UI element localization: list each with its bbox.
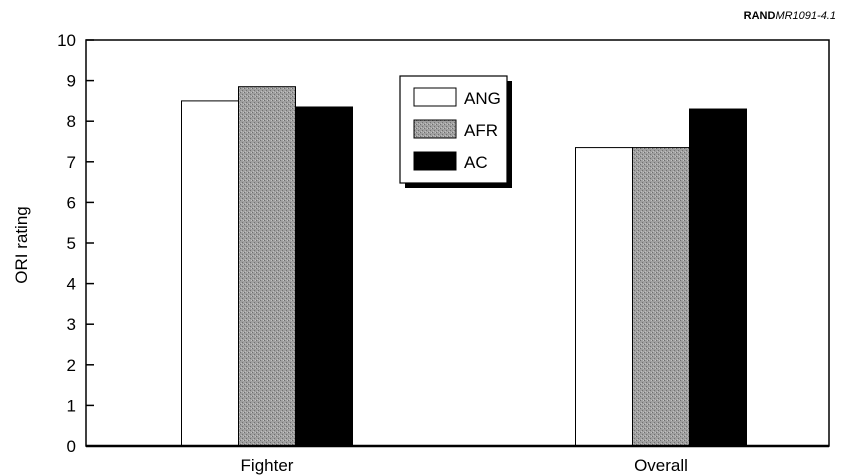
x-category-label: Fighter: [241, 456, 294, 475]
legend-label-ang: ANG: [464, 89, 501, 108]
bar-ang-fighter: [181, 100, 239, 447]
source-org: RAND: [744, 10, 776, 22]
x-category-label: Overall: [634, 456, 688, 475]
legend-swatch-ang: [413, 87, 457, 107]
y-axis-label: ORI rating: [12, 206, 31, 283]
legend-swatch-afr: [413, 119, 457, 139]
y-axis: 0 1 2 3 4 5 6 7 8 9 10: [57, 31, 94, 456]
legend: ANG AFR AC: [399, 75, 512, 188]
y-tick-label: 9: [67, 72, 76, 91]
y-tick-label: 2: [67, 356, 76, 375]
legend-label-ac: AC: [464, 153, 488, 172]
bar-ac-fighter: [295, 106, 353, 447]
x-axis: Fighter Overall: [241, 456, 688, 475]
y-tick-label: 4: [67, 275, 76, 294]
bar-afr-fighter: [238, 86, 296, 447]
source-code: MR1091-4.1: [775, 10, 836, 22]
y-tick-label: 8: [67, 112, 76, 131]
y-tick-label: 3: [67, 315, 76, 334]
y-tick-label: 10: [57, 31, 76, 50]
legend-label-afr: AFR: [464, 121, 498, 140]
y-tick-label: 0: [67, 437, 76, 456]
y-tick-label: 7: [67, 153, 76, 172]
y-tick-label: 1: [67, 396, 76, 415]
bar-afr-overall: [632, 147, 690, 447]
y-tick-label: 6: [67, 193, 76, 212]
bar-ac-overall: [689, 108, 747, 447]
y-tick-label: 5: [67, 234, 76, 253]
legend-swatch-ac: [413, 151, 457, 171]
bar-ang-overall: [575, 147, 633, 447]
source-label: RANDMR1091-4.1: [744, 10, 836, 22]
bars-group: [181, 86, 747, 447]
